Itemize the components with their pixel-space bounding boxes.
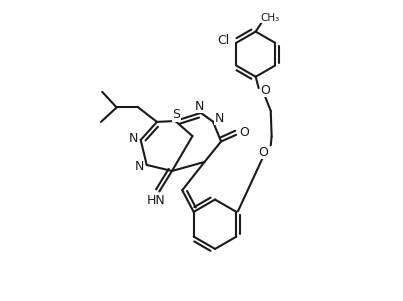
Text: N: N (214, 112, 224, 125)
Text: S: S (172, 108, 181, 122)
Text: N: N (195, 100, 204, 113)
Text: O: O (259, 146, 268, 159)
Text: Cl: Cl (217, 34, 230, 47)
Text: CH₃: CH₃ (260, 13, 279, 23)
Text: O: O (260, 84, 270, 97)
Text: HN: HN (146, 194, 165, 207)
Text: N: N (129, 132, 138, 145)
Text: N: N (135, 160, 144, 173)
Text: O: O (239, 126, 249, 139)
